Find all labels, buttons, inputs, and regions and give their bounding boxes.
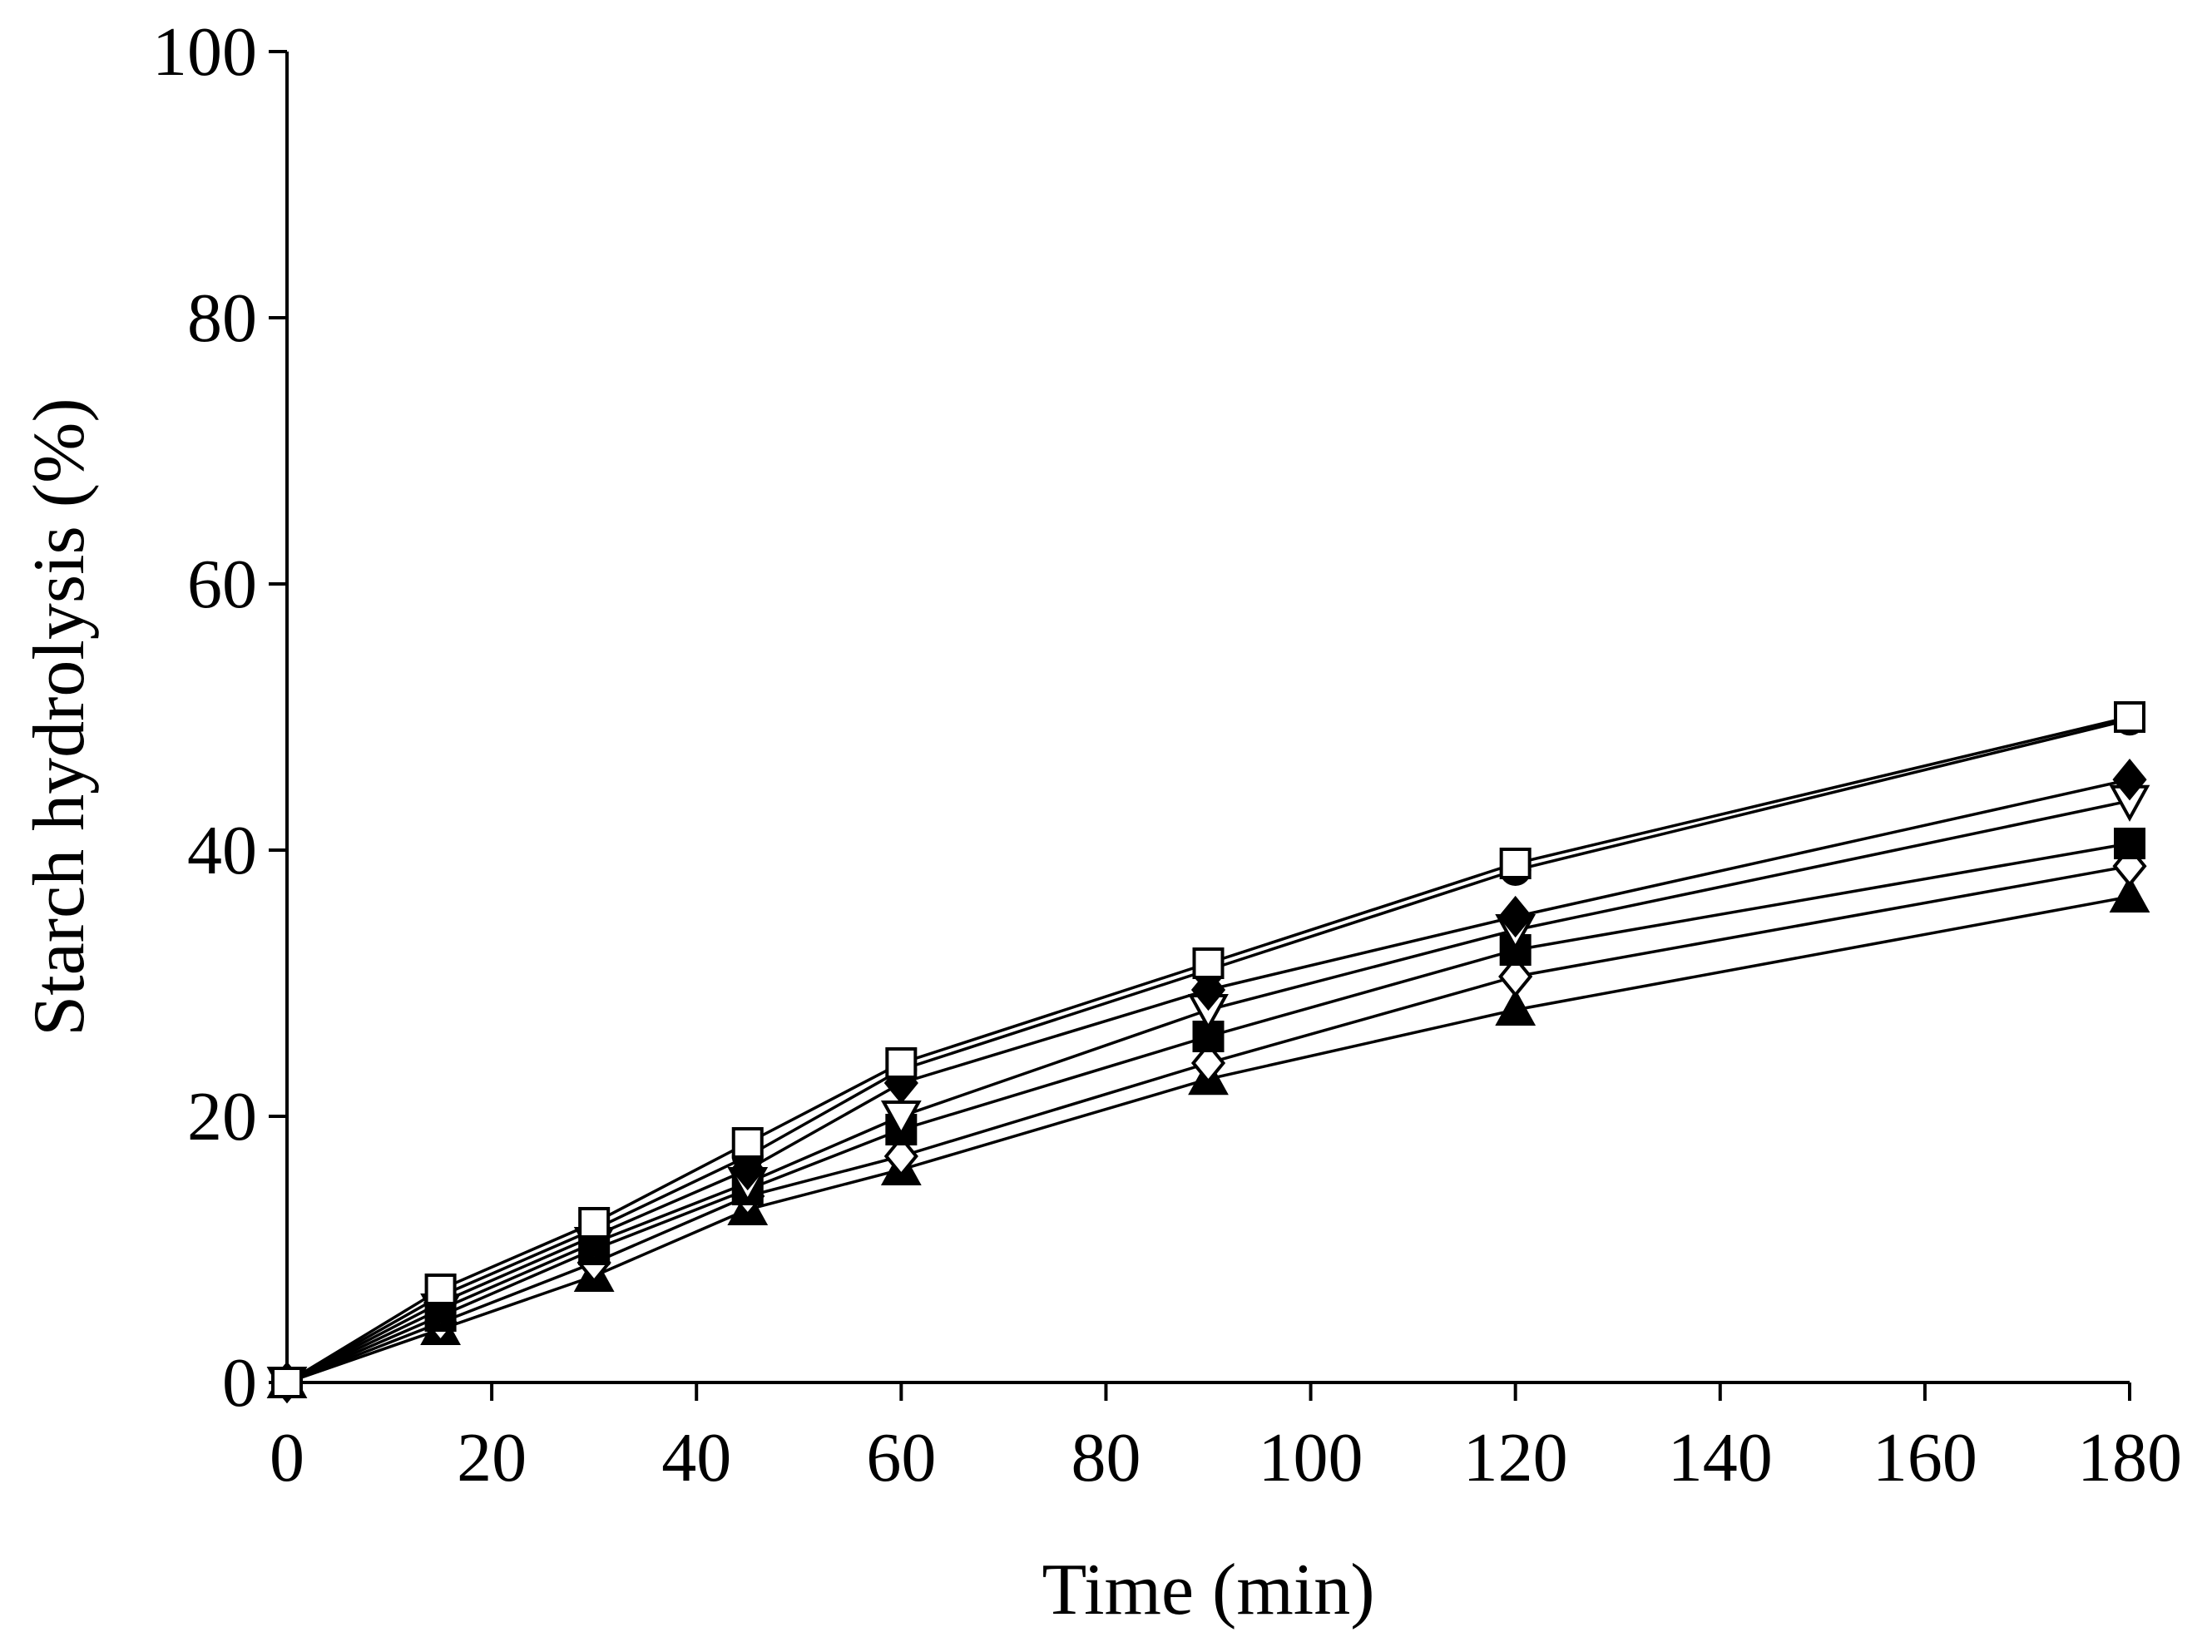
x-tick-label: 160	[1873, 1419, 1977, 1496]
data-point	[2112, 845, 2147, 888]
series-line	[286, 715, 2130, 1384]
x-tick-label: 100	[1259, 1419, 1363, 1496]
data-point	[1499, 848, 1532, 879]
series-6	[270, 845, 2147, 1404]
data-point	[1498, 955, 1533, 998]
data-point	[1192, 1021, 1225, 1052]
data-point	[885, 1047, 918, 1079]
x-tick-label: 140	[1668, 1419, 1773, 1496]
data-point	[1498, 895, 1533, 938]
series-line	[286, 799, 2130, 1384]
data-point	[424, 1274, 457, 1305]
axes	[285, 52, 2130, 1384]
data-point	[1192, 947, 1225, 979]
data-point	[271, 1367, 303, 1398]
y-tick-label: 80	[187, 279, 257, 357]
data-point	[1495, 988, 1537, 1026]
data-point	[2114, 828, 2145, 859]
y-tick-label: 40	[187, 812, 257, 889]
x-tick-label: 60	[866, 1419, 936, 1496]
x-axis-title: Time (min)	[1042, 1550, 1374, 1630]
data-point	[1190, 1041, 1226, 1085]
y-tick-label: 20	[187, 1078, 257, 1155]
series-line	[286, 842, 2130, 1384]
series-group	[266, 701, 2150, 1404]
y-tick-label: 0	[222, 1344, 257, 1422]
x-tick-label: 180	[2077, 1419, 2182, 1496]
series-1	[271, 701, 2145, 1398]
x-tick-label: 40	[661, 1419, 731, 1496]
data-point	[2114, 701, 2145, 733]
y-tick-label: 60	[187, 546, 257, 623]
series-line	[286, 864, 2130, 1384]
x-tick-label: 0	[270, 1419, 304, 1496]
x-tick-label: 20	[457, 1419, 527, 1496]
data-point	[2109, 875, 2150, 913]
x-tick-label: 80	[1071, 1419, 1141, 1496]
y-tick-label: 100	[152, 13, 257, 91]
ticks: 0 20 40 60 80 100 0 20 40 60 80 100 120 140 160 180	[152, 13, 2182, 1496]
y-axis-title: Starch hydrolysis (%)	[19, 398, 100, 1036]
series-line	[286, 718, 2130, 1384]
data-point	[883, 1135, 918, 1178]
x-tick-label: 120	[1463, 1419, 1568, 1496]
data-point	[578, 1207, 611, 1239]
series-line	[286, 778, 2130, 1384]
series-line	[286, 895, 2130, 1384]
data-point	[731, 1127, 764, 1159]
data-point	[2112, 759, 2147, 801]
